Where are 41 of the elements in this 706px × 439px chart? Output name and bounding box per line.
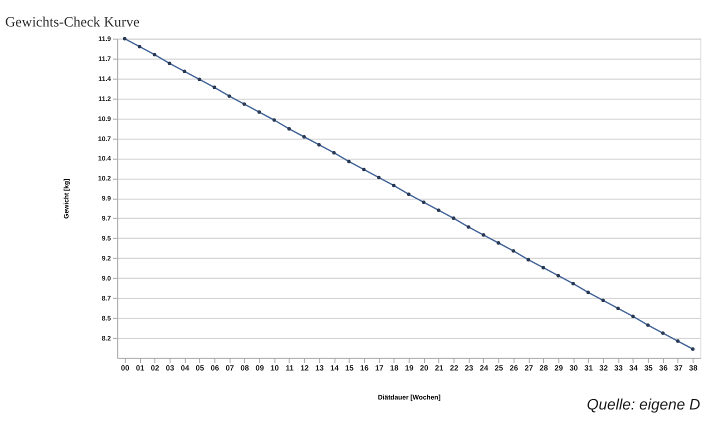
x-tick-label: 06 bbox=[210, 364, 220, 373]
x-tick-label: 09 bbox=[255, 364, 264, 373]
source-note: Quelle: eigene D bbox=[586, 396, 700, 414]
x-tick-label: 07 bbox=[226, 364, 234, 373]
x-tick-label: 25 bbox=[494, 364, 504, 373]
x-tick-label: 24 bbox=[480, 364, 489, 373]
x-tick-label: 05 bbox=[196, 364, 205, 373]
x-tick-label: 15 bbox=[345, 364, 354, 373]
x-tick-label: 13 bbox=[315, 364, 324, 373]
x-tick-label: 30 bbox=[569, 364, 578, 373]
x-tick-label: 03 bbox=[166, 364, 174, 373]
x-tick-label: 34 bbox=[629, 364, 638, 373]
x-tick-label: 10 bbox=[270, 364, 279, 373]
x-tick-label: 12 bbox=[300, 364, 309, 373]
x-tick-label: 18 bbox=[390, 364, 398, 373]
x-tick-label: 28 bbox=[540, 364, 548, 373]
x-tick-label: 04 bbox=[180, 364, 190, 373]
x-tick-label: 00 bbox=[120, 364, 130, 373]
x-tick-label: 26 bbox=[510, 364, 518, 373]
chart-title: Gewichts-Check Kurve bbox=[5, 14, 140, 30]
x-tick-label: 31 bbox=[584, 364, 594, 373]
x-tick-label: 08 bbox=[240, 364, 249, 373]
x-tick-label: 17 bbox=[375, 364, 384, 373]
x-tick-label: 32 bbox=[599, 364, 608, 373]
x-tick-label: 21 bbox=[434, 364, 444, 373]
x-tick-label: 35 bbox=[644, 364, 654, 373]
x-tick-label: 29 bbox=[554, 364, 563, 373]
x-tick-label: 23 bbox=[464, 364, 474, 373]
x-tick-label: 37 bbox=[674, 364, 683, 373]
x-tick-label: 36 bbox=[659, 364, 668, 373]
x-tick-label: 20 bbox=[420, 364, 428, 373]
x-tick-label: 16 bbox=[360, 364, 369, 373]
x-tick-label: 33 bbox=[614, 364, 623, 373]
x-tick-label: 38 bbox=[689, 364, 698, 373]
x-tick-label: 01 bbox=[136, 364, 146, 373]
x-tick-label: 02 bbox=[150, 364, 160, 373]
x-tick-label: 27 bbox=[524, 364, 534, 373]
x-tick-label: 14 bbox=[330, 364, 340, 373]
x-tick-label: 22 bbox=[450, 364, 458, 373]
x-tick-label: 19 bbox=[404, 364, 414, 373]
x-tick-label: 11 bbox=[286, 364, 294, 373]
